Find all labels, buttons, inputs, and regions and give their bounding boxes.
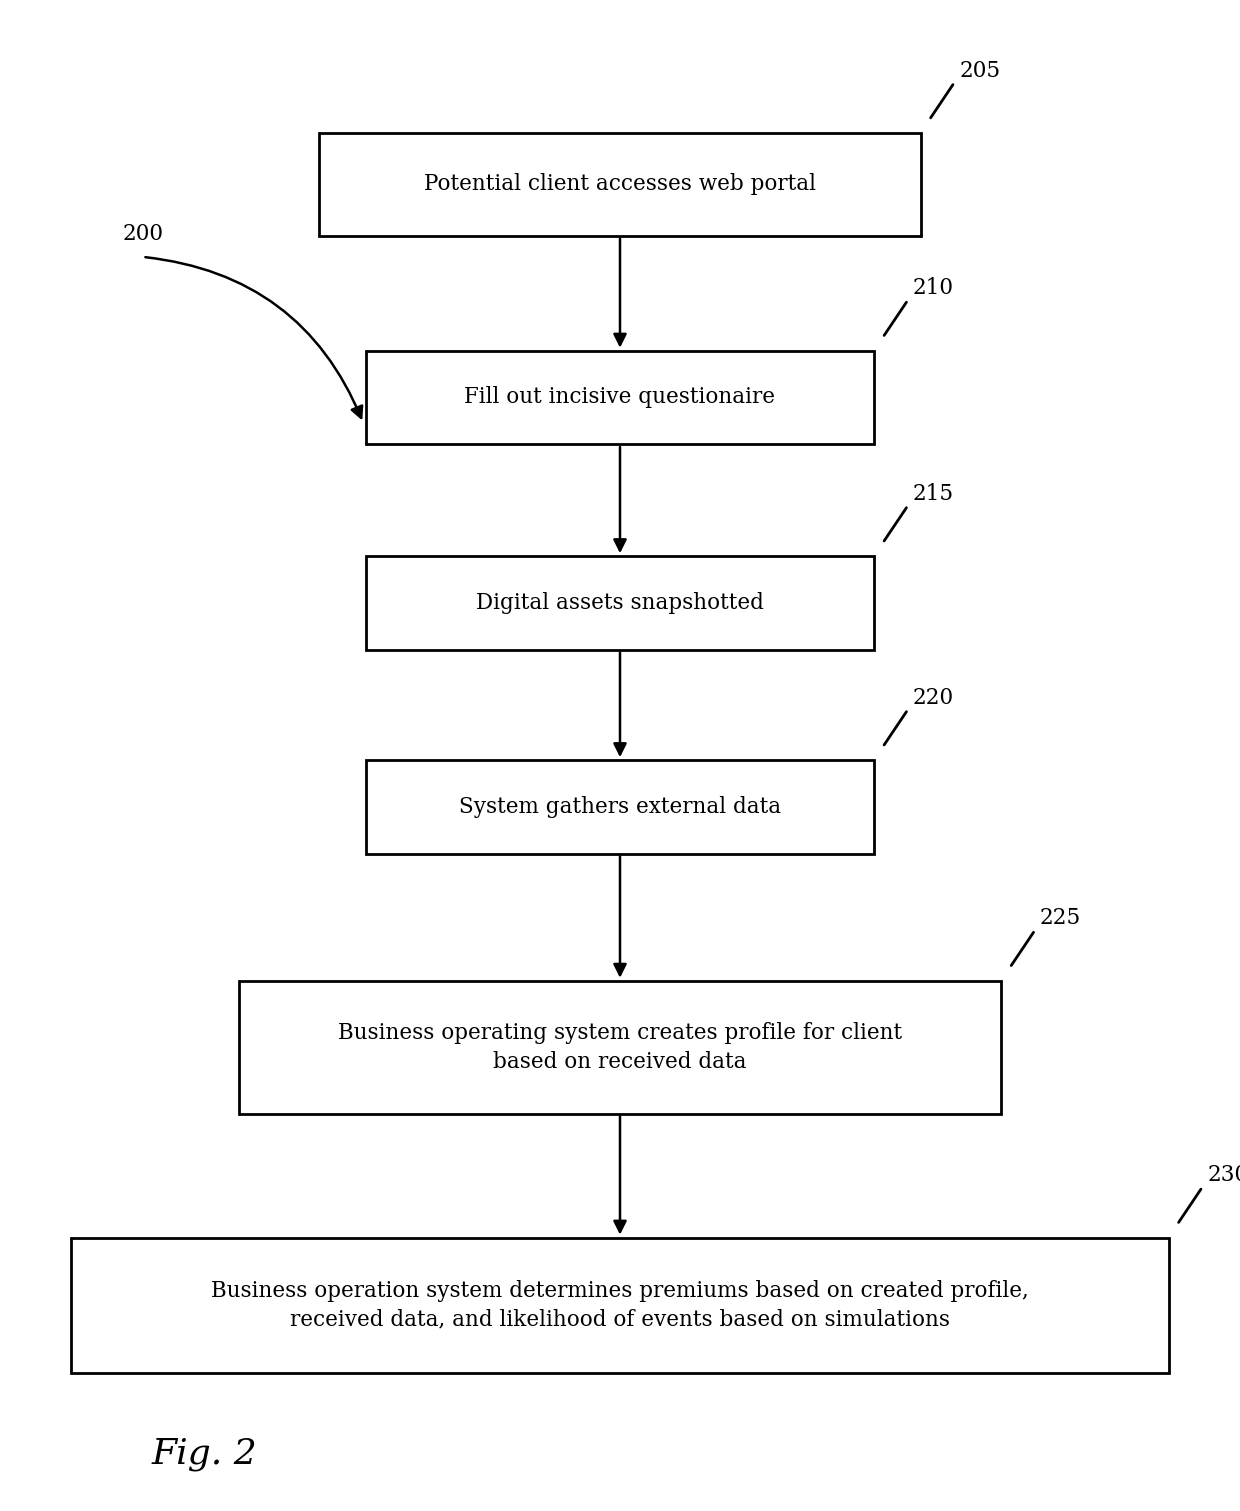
Text: 210: 210	[913, 277, 954, 299]
Text: Business operating system creates profile for client
based on received data: Business operating system creates profil…	[339, 1021, 901, 1073]
Text: 200: 200	[122, 224, 164, 245]
Text: 220: 220	[913, 686, 954, 709]
Text: Fill out incisive questionaire: Fill out incisive questionaire	[465, 387, 775, 408]
FancyBboxPatch shape	[366, 556, 874, 650]
FancyBboxPatch shape	[366, 760, 874, 854]
Text: Digital assets snapshotted: Digital assets snapshotted	[476, 592, 764, 613]
FancyBboxPatch shape	[320, 133, 920, 236]
Text: Potential client accesses web portal: Potential client accesses web portal	[424, 174, 816, 195]
Text: 215: 215	[913, 482, 954, 505]
Text: 230: 230	[1208, 1163, 1240, 1186]
Text: Business operation system determines premiums based on created profile,
received: Business operation system determines pre…	[211, 1280, 1029, 1331]
Text: 205: 205	[960, 59, 1001, 82]
Text: 225: 225	[1039, 907, 1081, 929]
FancyBboxPatch shape	[238, 981, 1002, 1114]
FancyBboxPatch shape	[71, 1238, 1168, 1373]
FancyBboxPatch shape	[366, 351, 874, 444]
Text: System gathers external data: System gathers external data	[459, 796, 781, 817]
Text: Fig. 2: Fig. 2	[151, 1437, 258, 1470]
